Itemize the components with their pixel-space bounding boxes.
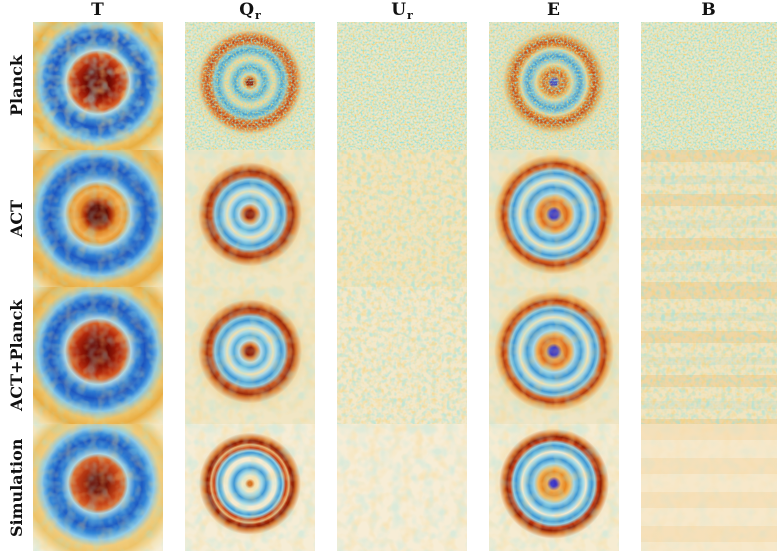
column-header-label: E: [547, 0, 560, 20]
panel-actplanck-Ur: [337, 287, 467, 424]
noise-texture: [185, 22, 315, 150]
panel-sim-T: [33, 424, 163, 551]
noise-texture: [337, 424, 467, 551]
column-header-label: U: [391, 0, 407, 20]
noise-texture: [489, 424, 619, 551]
panel-act-T: [33, 150, 163, 287]
noise-texture: [337, 150, 467, 287]
noise-texture: [641, 150, 777, 287]
noise-texture: [641, 22, 777, 150]
column-header-label: T: [91, 0, 104, 20]
panel-planck-Qr: [185, 22, 315, 150]
noise-texture: [641, 424, 777, 551]
column-header-subscript: r: [407, 9, 413, 22]
panel-planck-Ur: [337, 22, 467, 150]
noise-texture: [33, 424, 163, 551]
panel-actplanck-T: [33, 287, 163, 424]
panel-planck-B: [641, 22, 777, 150]
row-label-act: ACT: [7, 199, 26, 238]
column-header-B: B: [641, 0, 777, 22]
panel-actplanck-B: [641, 287, 777, 424]
panel-act-B: [641, 150, 777, 287]
panel-actplanck-E: [489, 287, 619, 424]
noise-texture: [489, 150, 619, 287]
noise-texture: [641, 287, 777, 424]
noise-texture: [33, 287, 163, 424]
noise-texture: [185, 150, 315, 287]
panel-sim-B: [641, 424, 777, 551]
noise-texture: [185, 424, 315, 551]
panel-sim-Qr: [185, 424, 315, 551]
noise-texture: [33, 22, 163, 150]
panel-act-E: [489, 150, 619, 287]
noise-texture: [489, 22, 619, 150]
row-label-sim: Simulation: [7, 438, 26, 537]
panel-sim-E: [489, 424, 619, 551]
panel-act-Ur: [337, 150, 467, 287]
column-header-label: B: [701, 0, 716, 20]
panel-actplanck-Qr: [185, 287, 315, 424]
panel-act-Qr: [185, 150, 315, 287]
noise-texture: [185, 287, 315, 424]
panel-planck-T: [33, 22, 163, 150]
panel-planck-E: [489, 22, 619, 150]
row-label-actplanck: ACT+Planck: [7, 299, 26, 412]
column-header-subscript: r: [255, 9, 261, 22]
noise-texture: [337, 287, 467, 424]
noise-texture: [337, 22, 467, 150]
row-label-planck: Planck: [7, 55, 26, 117]
noise-texture: [33, 150, 163, 287]
column-header-E: E: [489, 0, 619, 22]
column-header-T: T: [33, 0, 163, 22]
panel-sim-Ur: [337, 424, 467, 551]
column-header-label: Q: [239, 0, 254, 20]
noise-texture: [489, 287, 619, 424]
